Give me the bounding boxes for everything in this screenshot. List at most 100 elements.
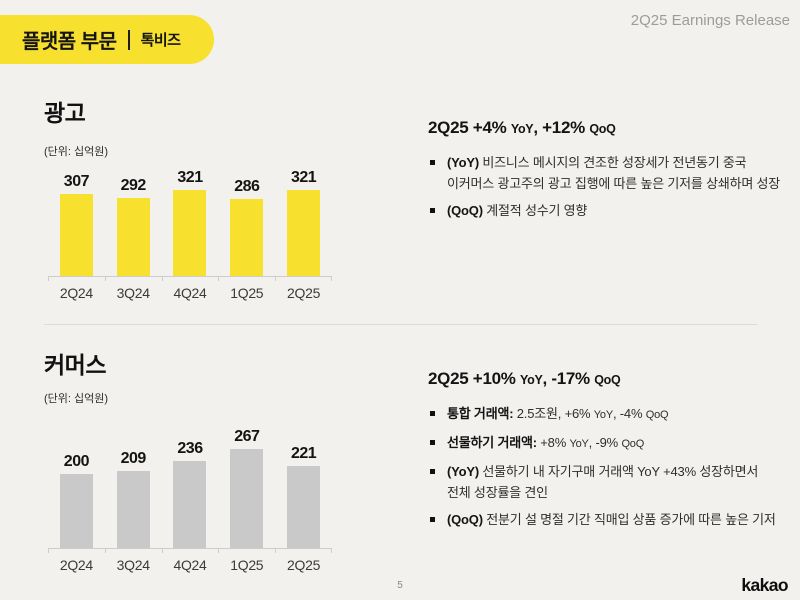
bullet-marker-icon (430, 208, 435, 213)
bullet-item: (QoQ) 전분기 설 명절 기간 직매입 상품 증가에 따른 높은 기저 (428, 509, 794, 530)
bar-column: 286 (218, 166, 275, 276)
heading-text: QoQ (594, 373, 621, 387)
bar (230, 199, 264, 276)
x-tick-label: 2Q24 (59, 557, 93, 573)
x-tick-label: 2Q25 (287, 285, 321, 301)
axis-tick (161, 549, 163, 553)
axis-tick (275, 549, 277, 553)
bar-column: 321 (275, 166, 332, 276)
bullet-item: 선물하기 거래액: +8% YoY, -9% QoQ (428, 432, 794, 455)
heading-text: 2Q25 +10% (428, 369, 520, 388)
bar-column: 236 (162, 423, 219, 548)
commerce-unit-label: (단위: 십억원) (44, 393, 109, 405)
bullet-item: 통합 거래액: 2.5조원, +6% YoY, -4% QoQ (428, 403, 794, 426)
earnings-release-label: 2Q25 Earnings Release (630, 12, 790, 29)
x-tick-label: 3Q24 (116, 557, 150, 573)
bar-value-label: 221 (290, 445, 317, 463)
bullet-marker-icon (430, 160, 435, 165)
section-title-commerce: 커머스 (44, 352, 106, 378)
heading-text: , +12% (533, 118, 590, 137)
bar-value-label: 209 (120, 449, 147, 467)
bullet-text: (YoY) 비즈니스 메시지의 견조한 성장세가 전년동기 중국 이커머스 광고주… (447, 155, 781, 191)
section-title-ads: 광고 (44, 100, 86, 126)
ads-x-axis (48, 276, 332, 281)
bar-column: 307 (48, 166, 105, 276)
x-tick-label: 2Q25 (287, 557, 321, 573)
bullet-text: (YoY) 선물하기 내 자기구매 거래액 YoY +43% 성장하면서 전체 성… (447, 464, 759, 500)
bullet-text: (QoQ) 전분기 설 명절 기간 직매입 상품 증가에 따른 높은 기저 (447, 512, 776, 527)
axis-tick (48, 549, 49, 553)
axis-tick (275, 277, 277, 281)
bar-value-label: 321 (177, 168, 203, 186)
axis-tick (331, 277, 332, 281)
bar-value-label: 267 (234, 428, 260, 446)
bullet-item: (QoQ) 계절적 성수기 영향 (428, 200, 794, 221)
bar (287, 189, 321, 276)
x-tick-label: 3Q24 (116, 285, 150, 301)
ads-bullet-list: (YoY) 비즈니스 메시지의 견조한 성장세가 전년동기 중국 이커머스 광고주… (428, 152, 794, 221)
ads-summary-heading: 2Q25 +4% YoY, +12% QoQ (428, 118, 794, 138)
commerce-bar-chart: 200 209 236 267 221 2Q24 3Q24 4Q24 1Q25 2Q25 (48, 423, 332, 573)
bar-value-label: 286 (234, 178, 260, 196)
commerce-bullet-list: 통합 거래액: 2.5조원, +6% YoY, -4% QoQ 선물하기 거래액:… (428, 403, 794, 530)
bullet-text: (QoQ) 계절적 성수기 영향 (447, 203, 588, 218)
commerce-x-axis (48, 548, 332, 553)
bar-value-label: 236 (177, 439, 203, 457)
bullet-marker-icon (430, 411, 435, 416)
axis-tick (218, 549, 220, 553)
axis-tick (161, 277, 163, 281)
x-tick-label: 1Q25 (230, 285, 264, 301)
bar-column: 209 (105, 423, 162, 548)
bar (116, 470, 150, 548)
heading-text: YoY (520, 373, 543, 387)
bullet-marker-icon (430, 517, 435, 522)
x-tick-label: 2Q24 (59, 285, 93, 301)
x-tick-label: 4Q24 (173, 557, 207, 573)
bullet-marker-icon (430, 440, 435, 445)
ads-unit-label: (단위: 십억원) (44, 146, 109, 158)
ads-bar-chart: 307 292 321 286 321 2Q24 3Q24 4Q24 1Q25 2Q25 (48, 166, 332, 301)
header-subtitle: 톡비즈 (140, 32, 181, 49)
bullet-text: 선물하기 거래액: +8% YoY, -9% QoQ (447, 435, 645, 450)
header-title: 플랫폼 부문 (22, 31, 117, 53)
ads-x-axis-labels: 2Q24 3Q24 4Q24 1Q25 2Q25 (48, 281, 332, 301)
commerce-summary-heading: 2Q25 +10% YoY, -17% QoQ (428, 369, 794, 389)
bar (287, 466, 321, 548)
ads-summary: 2Q25 +4% YoY, +12% QoQ (YoY) 비즈니스 메시지의 견… (428, 118, 794, 227)
bullet-item: (YoY) 선물하기 내 자기구매 거래액 YoY +43% 성장하면서 전체 성… (428, 461, 794, 503)
commerce-summary: 2Q25 +10% YoY, -17% QoQ 통합 거래액: 2.5조원, +… (428, 369, 794, 536)
header-separator (127, 29, 130, 50)
section-divider (44, 324, 758, 325)
heading-text: YoY (510, 122, 534, 136)
bar-column: 221 (275, 423, 332, 548)
bar-column: 321 (162, 166, 219, 276)
heading-text: QoQ (589, 122, 616, 136)
heading-text: , -17% (542, 369, 595, 388)
ads-plot-area: 307 292 321 286 321 (48, 166, 332, 276)
bullet-text: 통합 거래액: 2.5조원, +6% YoY, -4% QoQ (447, 406, 669, 421)
header-pill: 플랫폼 부문 톡비즈 (0, 15, 215, 64)
axis-tick (104, 549, 106, 553)
x-tick-label: 1Q25 (230, 557, 264, 573)
page-number: 5 (397, 580, 403, 591)
axis-tick (104, 277, 106, 281)
axis-tick (218, 277, 220, 281)
bar-value-label: 307 (63, 172, 90, 190)
bar (116, 197, 150, 276)
commerce-plot-area: 200 209 236 267 221 (48, 423, 332, 548)
bar-value-label: 292 (120, 176, 147, 194)
bar-column: 292 (105, 166, 162, 276)
axis-tick (331, 549, 332, 553)
bar-column: 267 (218, 423, 275, 548)
bar-column: 200 (48, 423, 105, 548)
bar (173, 189, 207, 276)
bar (230, 449, 264, 548)
x-tick-label: 4Q24 (173, 285, 207, 301)
commerce-x-axis-labels: 2Q24 3Q24 4Q24 1Q25 2Q25 (48, 553, 332, 573)
heading-text: 2Q25 +4% (428, 118, 511, 137)
kakao-logo: kakao (741, 575, 788, 595)
bullet-item: (YoY) 비즈니스 메시지의 견조한 성장세가 전년동기 중국 이커머스 광고주… (428, 152, 794, 194)
bar (59, 193, 93, 276)
bar-value-label: 321 (290, 168, 317, 186)
